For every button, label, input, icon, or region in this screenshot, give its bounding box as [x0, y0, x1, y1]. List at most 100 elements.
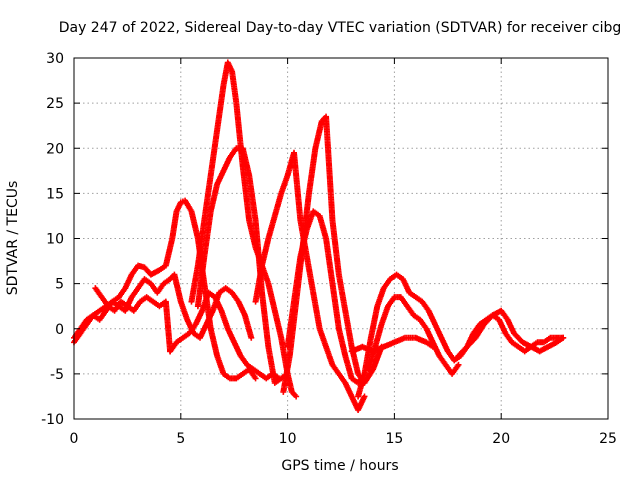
data-point-trail [444, 346, 451, 353]
y-tick-label: 15 [46, 186, 64, 202]
y-tick-label: 20 [46, 141, 64, 157]
data-point-trail [187, 206, 194, 213]
data-point-trail [378, 322, 385, 329]
series-sat-i [455, 307, 567, 359]
data-point-trail [341, 378, 348, 385]
series-sat-m [348, 334, 436, 355]
data-point-trail [422, 324, 429, 331]
y-tick-label: 10 [46, 232, 64, 248]
y-axis-label: SDTVAR / TECUs [5, 181, 21, 296]
data-point-trail [228, 67, 235, 74]
data-point-trail [347, 391, 354, 398]
data-point-trail [274, 374, 281, 381]
x-tick-label: 25 [599, 431, 617, 447]
data-point-trail [224, 324, 231, 331]
data-point-trail [322, 342, 329, 349]
x-tick-label: 0 [70, 431, 79, 447]
data-point-trail [360, 394, 367, 401]
data-point-trail [264, 278, 271, 285]
x-tick-label: 5 [176, 431, 185, 447]
data-point-trail [213, 182, 220, 189]
data-point-trail [429, 337, 436, 344]
data-point-trail [271, 214, 278, 221]
data-point-trail [389, 339, 396, 346]
data-point-trail [277, 191, 284, 198]
data-point-trail [238, 372, 245, 379]
data-point-trail [255, 369, 262, 376]
data-point-trail [303, 228, 310, 235]
data-point-trail [501, 328, 508, 335]
data-point-trail [441, 360, 448, 367]
data-point-trail [532, 340, 539, 347]
data-point-trail [403, 301, 410, 308]
data-point-trail [288, 387, 295, 394]
data-point-trail [95, 308, 102, 315]
data-point-trail [134, 286, 141, 293]
data-point-trail [241, 310, 248, 317]
y-tick-label: 30 [46, 51, 64, 67]
data-point-trail [435, 351, 442, 358]
y-tick-label: 25 [46, 96, 64, 112]
chart-title: Day 247 of 2022, Sidereal Day-to-day VTE… [59, 20, 622, 36]
data-point-trail [291, 391, 298, 398]
data-point-trail [225, 374, 232, 381]
x-tick-label: 20 [492, 431, 510, 447]
data-point-trail [318, 119, 325, 126]
data-point-trail [552, 340, 559, 347]
data-point-trail [334, 369, 341, 376]
data-point-trail [341, 351, 348, 358]
data-point-trail [202, 322, 209, 329]
data-point-trail [428, 342, 435, 349]
data-point-trail [209, 309, 216, 316]
data-point-trail [217, 306, 224, 313]
data-point-trail [539, 339, 546, 346]
data-point-trail [411, 293, 418, 300]
series-sat-f [284, 208, 368, 386]
data-point-trail [328, 360, 335, 367]
y-tick-label: 5 [55, 277, 64, 293]
series-sat-a [71, 197, 259, 382]
axis-ticks: 0 5 10 15 20 25 -10 -5 0 5 10 15 20 25 30 [41, 51, 617, 447]
data-point-trail [165, 277, 172, 284]
data-point-trail [251, 373, 258, 380]
data-point-trail [236, 351, 243, 358]
data-point-trail [248, 365, 255, 372]
data-point-trail [354, 369, 361, 376]
data-point-trail [122, 302, 129, 309]
data-point-trail [316, 324, 323, 331]
data-point-trail [178, 335, 185, 342]
data-point-trail [173, 210, 180, 217]
data-point-trail [191, 322, 198, 329]
data-point-trail [373, 304, 380, 311]
data-point-trail [558, 335, 565, 342]
y-tick-label: -5 [50, 367, 64, 383]
data-point-trail [226, 155, 233, 162]
data-point-trail [177, 297, 184, 304]
data-point-trail [380, 286, 387, 293]
data-point-trail [97, 292, 104, 299]
data-points [71, 59, 567, 413]
data-point-trail [219, 169, 226, 176]
x-axis-label: GPS time / hours [281, 458, 398, 474]
data-point-trail [183, 315, 190, 322]
data-point-trail [437, 333, 444, 340]
data-point-trail [513, 342, 520, 349]
data-point-trail [230, 337, 237, 344]
data-point-trail [384, 304, 391, 311]
series-sat-l [167, 289, 283, 382]
data-point-trail [264, 237, 271, 244]
data-point-trail [247, 333, 254, 340]
data-point-trail [424, 306, 431, 313]
data-point-trail [148, 297, 155, 304]
data-point-trail [121, 286, 128, 293]
data-point-trail [421, 338, 428, 345]
data-point-trail [127, 295, 134, 302]
x-tick-label: 15 [385, 431, 403, 447]
data-point-trail [101, 309, 108, 316]
series-sat-d [252, 149, 368, 413]
x-tick-label: 10 [279, 431, 297, 447]
data-point-trail [379, 344, 386, 351]
